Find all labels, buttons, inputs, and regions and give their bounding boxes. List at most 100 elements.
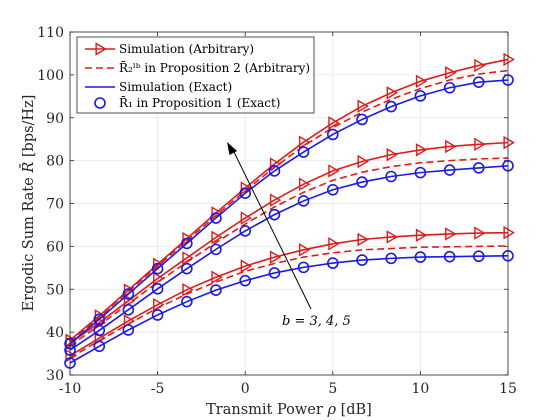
y-axis-ticks: 30 40 50 60 70 80 90 100 110 [37, 25, 508, 384]
y-tick-label: 60 [46, 239, 64, 255]
series-b=3-prop2 [69, 245, 509, 359]
y-axis-label: Ergodic Sum Rate R̄ [bps/Hz] [19, 95, 37, 312]
x-axis-label: Transmit Power ρ [dB] [206, 402, 372, 418]
triangle-marker [445, 139, 457, 154]
legend-entry: Simulation (Arbitrary) [85, 42, 254, 56]
triangle-marker [386, 86, 399, 100]
triangle-marker [240, 259, 253, 273]
circle-marker [414, 90, 427, 102]
legend-entry: R̄₂ˡᵇ in Proposition 2 (Arbitrary) [85, 60, 310, 75]
circle-marker [268, 165, 281, 177]
circle-marker [385, 170, 397, 183]
annotation-arrow [227, 142, 312, 310]
triangle-marker [298, 177, 311, 191]
series-b=5-prop2 [69, 69, 509, 343]
triangle-marker [240, 211, 253, 225]
series-group [64, 52, 515, 369]
legend-label: Simulation (Arbitrary) [119, 42, 254, 56]
legend: Simulation (Arbitrary) R̄₂ˡᵇ in Propositi… [76, 36, 315, 114]
circle-marker [443, 164, 456, 176]
triangle-marker [211, 230, 223, 245]
triangle-marker [386, 147, 399, 162]
triangle-marker [328, 237, 340, 251]
circle-marker [181, 295, 193, 308]
plot-frame [69, 31, 509, 376]
y-tick-label: 80 [46, 154, 64, 170]
circle-marker [122, 288, 135, 300]
triangle-marker [182, 251, 194, 265]
x-tick-label: -5 [151, 381, 165, 397]
circle-marker [297, 195, 310, 207]
x-tick-label: 0 [241, 381, 250, 397]
triangle-marker [269, 193, 282, 207]
circle-marker [414, 166, 427, 179]
series-b=3-sim_arb [65, 225, 515, 363]
legend-box [76, 36, 315, 114]
circle-marker [210, 243, 222, 256]
triangle-marker [357, 232, 369, 247]
series-line [69, 69, 509, 343]
legend-label: R̄₂ˡᵇ in Proposition 2 (Arbitrary) [119, 60, 310, 75]
x-tick-label: 5 [328, 381, 337, 397]
circle-marker [472, 76, 485, 88]
x-tick-label: 10 [411, 381, 429, 397]
triangle-marker [445, 227, 457, 241]
legend-label: R̄₁ in Proposition 1 (Exact) [119, 95, 280, 110]
triangle-marker [182, 282, 194, 297]
circle-marker [122, 324, 135, 336]
circle-marker [443, 81, 456, 94]
series-line [69, 164, 509, 351]
circle-marker [181, 262, 193, 275]
legend-entry: R̄₁ in Proposition 1 (Exact) [94, 95, 280, 110]
circle-marker [210, 284, 222, 296]
circle-marker [472, 250, 485, 263]
circle-marker [151, 283, 164, 295]
circle-marker [93, 313, 106, 326]
series-line [69, 157, 509, 347]
circle-marker [472, 162, 485, 174]
series-b=4-prop2 [69, 157, 509, 347]
y-tick-label: 110 [37, 25, 64, 41]
circle-marker [239, 274, 251, 287]
x-tick-label: -10 [59, 381, 82, 397]
series-line [69, 245, 509, 359]
legend-entry: Simulation (Exact) [85, 80, 232, 94]
circle-marker [268, 208, 281, 221]
triangle-marker [474, 58, 486, 73]
triangle-marker [182, 231, 194, 246]
circle-marker [356, 113, 368, 126]
circle-marker [181, 237, 193, 250]
series-line [69, 79, 509, 345]
triangle-marker [357, 99, 369, 113]
circle-marker [93, 324, 106, 337]
legend-circle-marker [94, 97, 106, 109]
series-line [69, 255, 509, 364]
series-line [69, 231, 509, 357]
triangle-marker [503, 52, 515, 67]
legend-triangle-marker [95, 42, 107, 56]
triangle-marker [503, 135, 515, 150]
circle-marker [385, 252, 397, 265]
x-axis-ticks: -10 -5 0 5 10 15 [59, 32, 517, 397]
circle-marker [93, 340, 106, 353]
circle-marker [356, 254, 368, 266]
triangle-marker [298, 135, 311, 149]
circle-marker [356, 176, 368, 188]
triangle-marker [415, 74, 428, 89]
circle-marker [443, 250, 456, 263]
y-tick-label: 100 [37, 68, 64, 84]
triangle-marker [328, 116, 340, 130]
circle-marker [239, 187, 251, 200]
triangle-marker [153, 271, 165, 286]
circle-marker [414, 251, 427, 263]
circle-marker [297, 146, 310, 158]
circle-marker [385, 100, 397, 113]
series-line [69, 58, 509, 341]
circle-marker [297, 261, 310, 274]
triangle-marker [474, 226, 486, 240]
triangle-marker [415, 143, 428, 157]
series-b=4-sim_exact [64, 159, 514, 356]
triangle-marker [269, 250, 282, 264]
circle-marker [326, 183, 339, 196]
